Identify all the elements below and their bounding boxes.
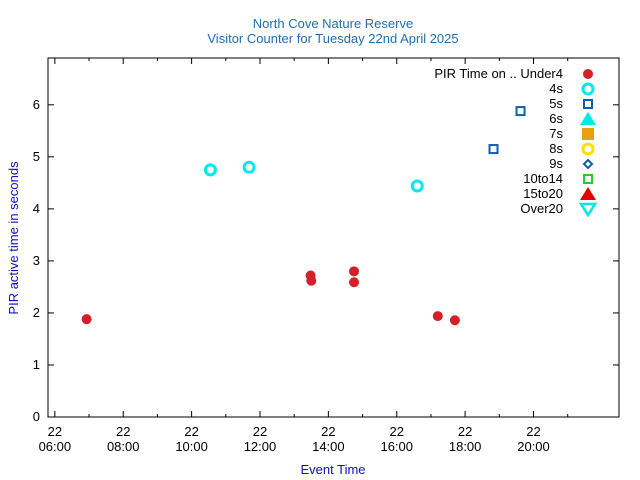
data-points [81, 106, 526, 326]
legend-entry-label: 4s [549, 81, 563, 96]
legend-marker [578, 202, 598, 218]
legend-entry-label: 7s [549, 126, 563, 141]
legend-marker [581, 142, 595, 156]
legend-marker [582, 158, 594, 170]
data-point [81, 314, 92, 325]
x-tick-time: 06:00 [39, 439, 72, 454]
x-tick-day: 22 [321, 424, 335, 439]
x-tick-time: 12:00 [244, 439, 277, 454]
legend-entry-label: 10to14 [523, 171, 563, 186]
x-tick-time: 08:00 [107, 439, 140, 454]
y-tick-label: 2 [33, 305, 40, 320]
x-tick-day: 22 [390, 424, 404, 439]
legend-marker [581, 82, 595, 96]
legend: PIR Time on .. Under44s5s6s7s8s9s10to141… [434, 66, 598, 218]
chart-subtitle: Visitor Counter for Tuesday 22nd April 2… [207, 31, 458, 46]
y-tick-label: 4 [33, 201, 40, 216]
legend-marker [583, 174, 593, 184]
data-point [449, 315, 460, 326]
legend-entry-label: 5s [549, 96, 563, 111]
data-point [432, 311, 443, 322]
legend-entry-label: 8s [549, 141, 563, 156]
legend-entry-label: 9s [549, 156, 563, 171]
y-tick-label: 6 [33, 97, 40, 112]
y-tick-label: 1 [33, 357, 40, 372]
legend-entry-label: 15to20 [523, 186, 563, 201]
legend-marker [582, 128, 594, 140]
legend-marker [583, 69, 593, 79]
x-tick-day: 22 [458, 424, 472, 439]
data-point [488, 144, 499, 155]
legend-entry-label: Over20 [520, 201, 563, 216]
data-point [349, 277, 360, 288]
data-point [203, 163, 217, 177]
y-tick-label: 0 [33, 409, 40, 424]
legend-entry-label: 6s [549, 111, 563, 126]
plot-frame [47, 57, 620, 418]
data-point [242, 160, 256, 174]
x-tick-time: 16:00 [380, 439, 413, 454]
x-tick-day: 22 [253, 424, 267, 439]
chart-title: North Cove Nature Reserve [253, 16, 413, 31]
x-tick-day: 22 [526, 424, 540, 439]
y-tick-label: 5 [33, 149, 40, 164]
y-tick-label: 3 [33, 253, 40, 268]
x-axis: 2206:002208:002210:002212:002214:002216:… [39, 58, 569, 454]
x-tick-day: 22 [116, 424, 130, 439]
x-tick-time: 14:00 [312, 439, 345, 454]
y-axis: 0 1 2 3 4 5 6 [33, 97, 619, 424]
x-tick-time: 20:00 [517, 439, 550, 454]
data-point [410, 179, 424, 193]
x-tick-day: 22 [184, 424, 198, 439]
data-point [349, 266, 360, 277]
legend-marker [583, 99, 593, 109]
data-point [515, 106, 526, 117]
x-tick-day: 22 [48, 424, 62, 439]
legend-marker [580, 187, 596, 200]
legend-marker [580, 112, 596, 125]
x-tick-time: 18:00 [449, 439, 482, 454]
data-point [306, 275, 317, 286]
x-axis-label: Event Time [300, 462, 365, 477]
x-tick-time: 10:00 [175, 439, 208, 454]
legend-entry-label: PIR Time on .. Under4 [434, 66, 563, 81]
y-axis-label: PIR active time in seconds [6, 161, 21, 315]
